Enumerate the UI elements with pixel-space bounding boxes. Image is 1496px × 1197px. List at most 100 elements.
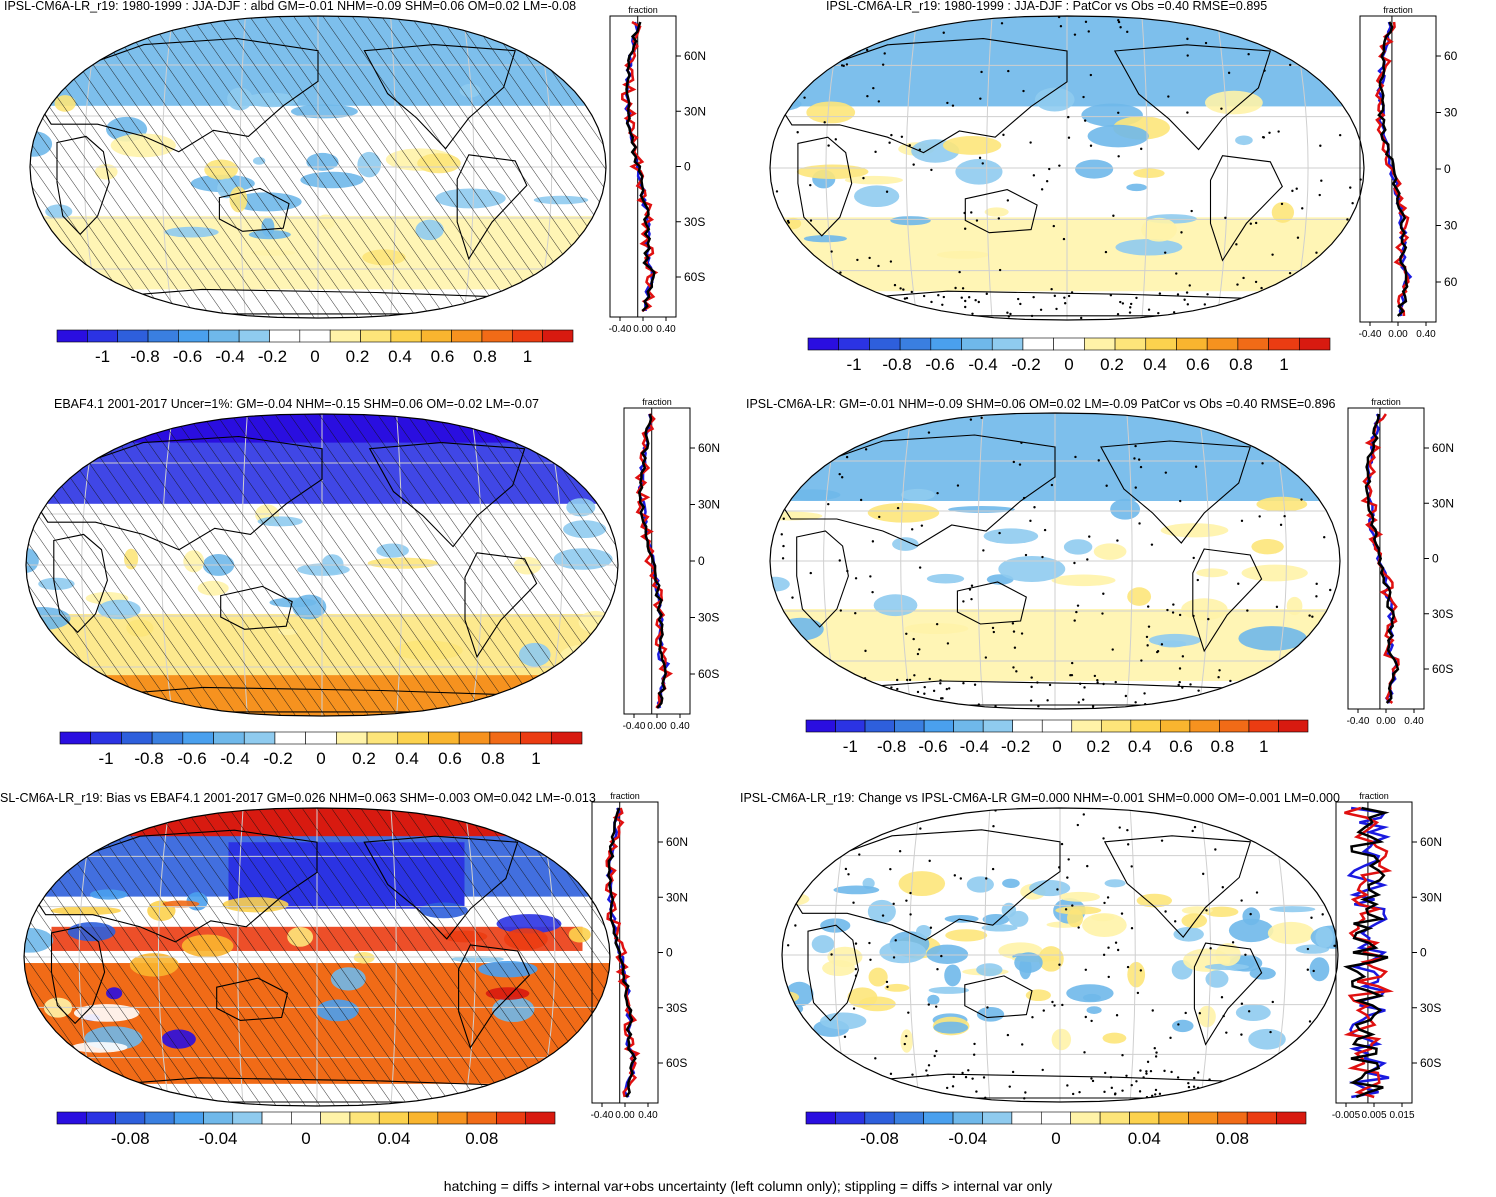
anomaly-blob — [820, 1012, 867, 1030]
anomaly-blob — [1102, 1032, 1127, 1044]
colorbar-swatch — [269, 329, 301, 343]
colorbar-swatch — [835, 719, 866, 733]
colorbar-tick-label: -1 — [846, 355, 861, 374]
colorbar-tick-label: -0.2 — [258, 347, 287, 366]
lat-label: 30N — [666, 890, 688, 904]
colorbar-swatch — [336, 731, 368, 745]
map-border — [29, 15, 607, 319]
x-label: 0.40 — [1416, 329, 1436, 340]
anomaly-blob — [1181, 598, 1228, 621]
colorbar-tick-label: 0.8 — [481, 749, 505, 768]
colorbar-tick-label: 0.6 — [1169, 737, 1193, 756]
colorbar-swatch — [1176, 337, 1208, 351]
colorbar-swatch — [437, 1111, 468, 1125]
anomaly-blob — [1267, 921, 1315, 945]
anomaly-blob — [770, 90, 788, 97]
colorbar-tick-label: 0.8 — [1211, 737, 1235, 756]
x-label: 0.00 — [633, 324, 653, 335]
colorbar-tick-label: -0.8 — [877, 737, 906, 756]
colorbar-swatch — [274, 731, 306, 745]
colorbar-swatch — [1012, 719, 1043, 733]
lat-label: 60 — [1444, 49, 1458, 63]
colorbar-tick-label: 1 — [523, 347, 532, 366]
colorbar-swatch — [805, 719, 836, 733]
lat-label: 60N — [1432, 441, 1454, 455]
anomaly-blob — [803, 235, 847, 243]
x-label: 0.40 — [656, 324, 676, 335]
colorbar-swatch — [390, 329, 422, 343]
lat-label: 30N — [698, 498, 720, 512]
black-curve — [606, 807, 637, 1098]
colorbar-tick-label: 0.8 — [1229, 355, 1253, 374]
anomaly-blob — [945, 929, 988, 942]
colorbar-swatch — [864, 1111, 895, 1125]
colorbar-swatch — [1298, 337, 1331, 351]
colorbar-swatches — [805, 719, 1309, 733]
lat-label: 0 — [684, 160, 691, 174]
profile-axes: fraction 60N 30N 0 30S 60S -0.40 0.00 0.40 — [591, 791, 688, 1121]
colorbar-swatch — [1053, 337, 1085, 351]
x-label: 0.00 — [1388, 329, 1408, 340]
colorbar-swatch — [238, 329, 270, 343]
lat-label: 0 — [698, 554, 705, 568]
map-field — [26, 414, 618, 716]
colorbar-tick-label: 0.4 — [395, 749, 419, 768]
colorbar-tick-label: 0 — [310, 347, 319, 366]
colorbar-tick-label: -0.4 — [220, 749, 249, 768]
anomaly-blob — [928, 986, 970, 994]
map-border — [769, 412, 1341, 710]
profile-axes: fraction 60N 30N 0 30S 60S -0.40 0.00 0.40 — [623, 397, 720, 732]
colorbar-tick-label: 0.08 — [465, 1129, 498, 1148]
anomaly-blob — [1238, 626, 1307, 651]
lat-label: 60S — [666, 1056, 687, 1070]
anomaly-blob — [1051, 1028, 1072, 1051]
lat-label: 30 — [1444, 219, 1458, 233]
anomaly-blob — [1196, 568, 1229, 578]
colorbar-swatch — [213, 731, 245, 745]
anomaly-blob — [1235, 1004, 1271, 1022]
profile-frame — [1335, 801, 1413, 1104]
colorbar-labels: -1 -0.8 -0.6 -0.4 -0.2 0 0.2 0.4 0.6 0.8 1 — [843, 737, 1269, 756]
profile-header: fraction — [1371, 397, 1401, 407]
colorbar-labels: -0.08 -0.04 0 0.04 0.08 — [111, 1129, 498, 1148]
colorbar-swatch — [1246, 1111, 1277, 1125]
colorbar-swatch — [428, 731, 460, 745]
world-map — [781, 807, 1339, 1103]
colorbar-tick-label: 0.04 — [1128, 1129, 1161, 1148]
colorbar-swatch — [1099, 1111, 1130, 1125]
anomaly-blob — [1051, 574, 1116, 587]
anomaly-blob — [797, 1033, 811, 1050]
lat-label: 30S — [684, 215, 705, 229]
colorbar: -0.08 -0.04 0 0.04 0.08 — [56, 1111, 556, 1148]
colorbar-swatch — [481, 329, 513, 343]
coastline — [964, 189, 1038, 234]
anomaly-blob — [1160, 523, 1229, 538]
anomaly-blob — [1309, 957, 1330, 982]
lat-label: 60N — [684, 49, 706, 63]
anomaly-blob — [1034, 87, 1075, 112]
panel-title: IPSL-CM6A-LR_r19: 1980-1999 : JJA-DJF : … — [826, 0, 1268, 13]
colorbar-swatch — [550, 731, 583, 745]
colorbar-tick-label: 0.2 — [1087, 737, 1111, 756]
anomaly-blob — [898, 871, 946, 897]
colorbar-swatch — [243, 731, 276, 745]
lat-label: 30S — [1420, 1001, 1441, 1015]
anomaly-blob — [900, 488, 935, 501]
colorbar-swatch — [291, 1111, 321, 1125]
anomaly-blob — [1063, 539, 1093, 555]
colorbar-tick-label: -0.08 — [111, 1129, 150, 1148]
anomaly-blob — [1002, 878, 1020, 888]
black-curve — [1377, 21, 1409, 317]
colorbar-swatch — [208, 329, 240, 343]
colorbar-tick-label: 0 — [1051, 1129, 1060, 1148]
colorbar-swatch — [1217, 1111, 1248, 1125]
colorbar-tick-label: 0 — [316, 749, 325, 768]
colorbar-tick-label: 1 — [531, 749, 540, 768]
colorbar-swatch — [864, 719, 895, 733]
colorbar-tick-label: -0.04 — [199, 1129, 238, 1148]
anomaly-blob — [1141, 217, 1177, 242]
colorbar-labels: -1 -0.8 -0.6 -0.4 -0.2 0 0.2 0.4 0.6 0.8 1 — [846, 355, 1288, 374]
